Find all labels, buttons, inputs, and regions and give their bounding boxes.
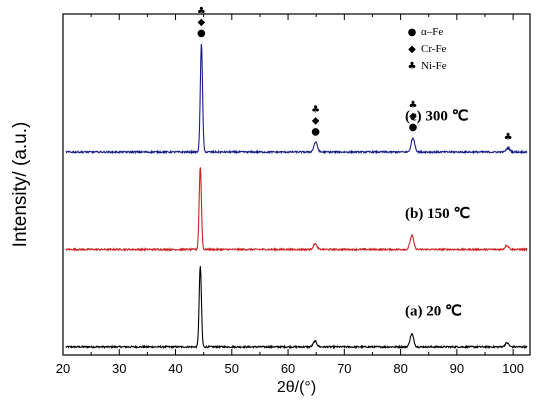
peak-marker-club: ♣ xyxy=(408,100,417,111)
peak-marker-club: ♣ xyxy=(311,104,320,115)
x-tick-label: 20 xyxy=(56,361,70,376)
x-tick-label: 100 xyxy=(502,361,524,376)
series-label-2: (c) 300 ℃ xyxy=(405,108,469,124)
peak-marker-diamond: ◆ xyxy=(312,115,320,126)
legend-label: α–Fe xyxy=(421,26,443,38)
x-axis-title: 2θ/(°) xyxy=(277,379,316,396)
plot-frame xyxy=(62,13,531,356)
series-line-1 xyxy=(65,167,528,253)
peak-marker-circle: ● xyxy=(409,122,418,133)
peak-marker-club: ♣ xyxy=(504,132,513,143)
peak-marker-circle: ● xyxy=(197,28,206,39)
x-tick-label: 50 xyxy=(225,361,239,376)
x-tick-label: 60 xyxy=(281,361,295,376)
x-tick-label: 40 xyxy=(168,361,182,376)
series-label-1: (b) 150 ℃ xyxy=(405,206,470,222)
series-line-2 xyxy=(65,43,528,155)
series-label-0: (a) 20 ℃ xyxy=(405,303,462,319)
legend-label: Ni-Fe xyxy=(421,60,447,72)
legend-symbol-club: ♣ xyxy=(408,61,417,72)
x-tick-label: 80 xyxy=(393,361,407,376)
legend-symbol-circle: ● xyxy=(408,27,417,38)
x-tick-label: 70 xyxy=(337,361,351,376)
plot-area: 20 30 40 50 60 70 80 90 100 (a) 20 ℃ (b) 150 ℃ (c) … xyxy=(56,6,531,376)
y-axis-title: Intensity/ (a.u.) xyxy=(10,122,31,248)
x-tick-label: 90 xyxy=(450,361,464,376)
series-line-0 xyxy=(65,266,528,350)
legend-label: Cr-Fe xyxy=(421,43,447,55)
x-tick-label: 30 xyxy=(112,361,126,376)
peak-marker-diamond: ◆ xyxy=(198,17,206,28)
peak-marker-club: ♣ xyxy=(197,6,206,17)
peak-marker-circle: ● xyxy=(311,126,320,137)
legend-symbol-diamond: ◆ xyxy=(408,44,416,55)
peak-marker-diamond: ◆ xyxy=(409,111,417,122)
